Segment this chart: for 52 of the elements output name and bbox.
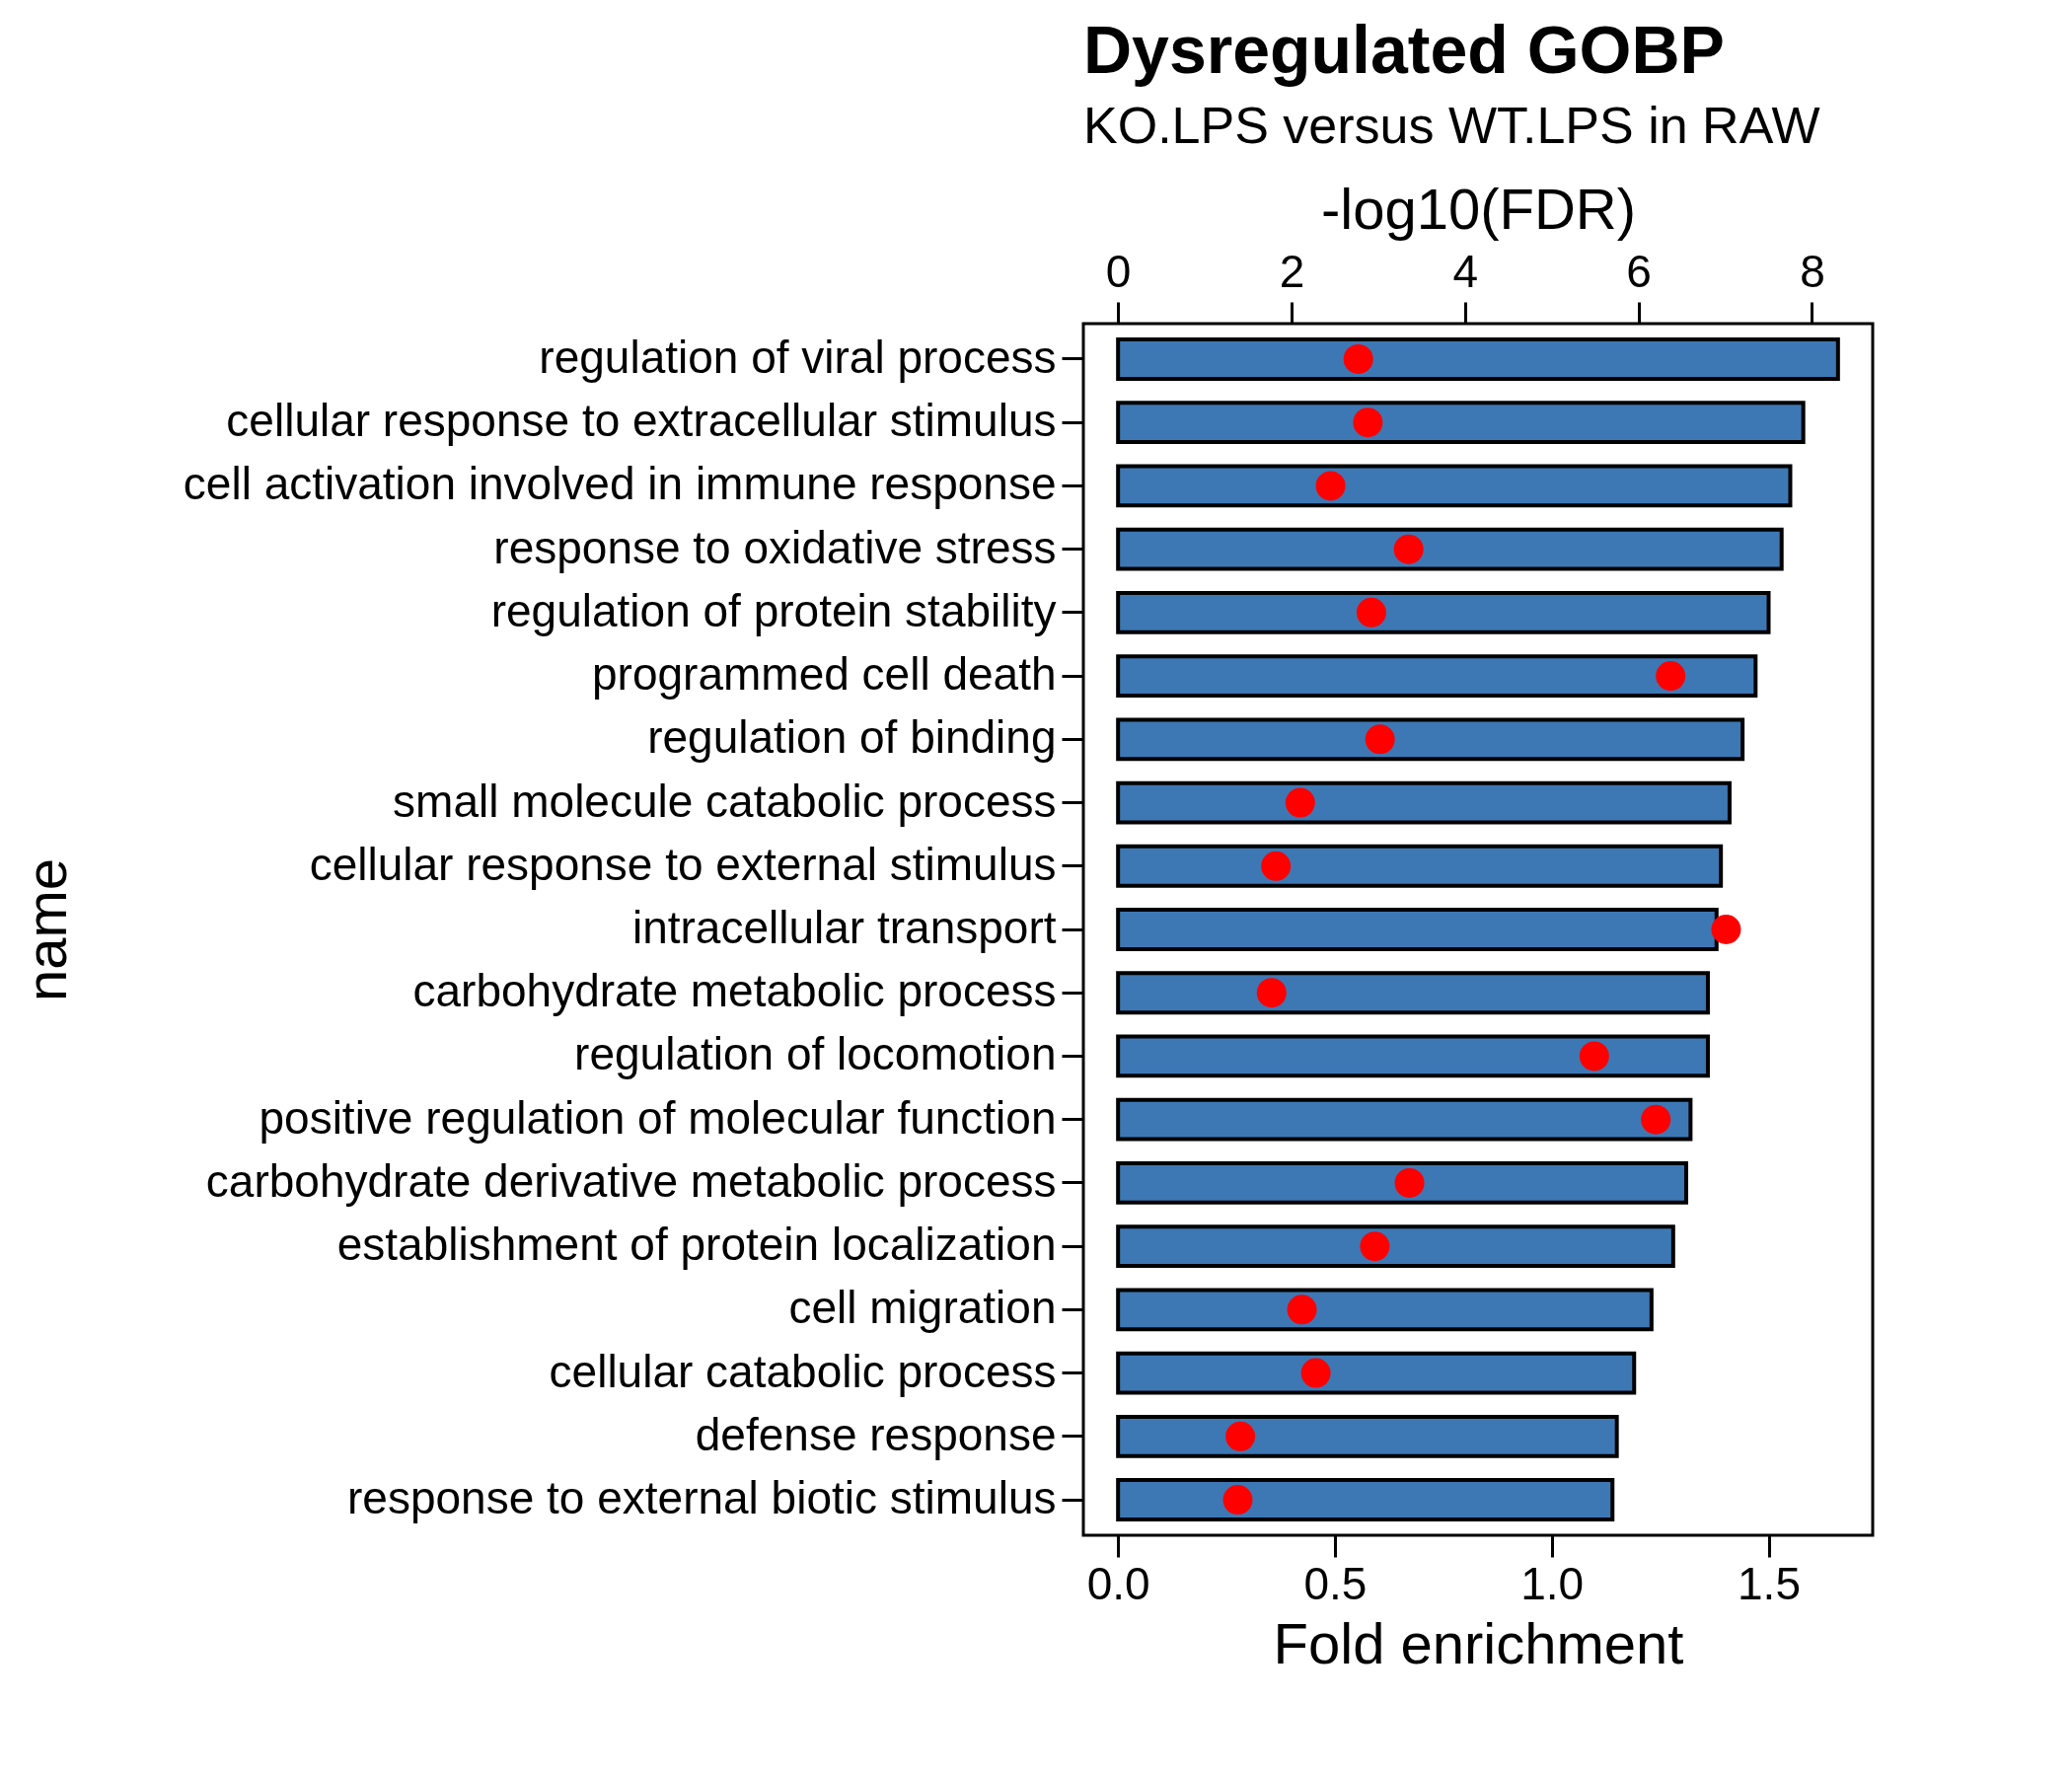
y-tick-label: cell activation involved in immune response (183, 458, 1057, 510)
point (1360, 1231, 1390, 1262)
point (1300, 1358, 1331, 1388)
point (1285, 787, 1315, 818)
point (1641, 1104, 1671, 1135)
y-tick-label: regulation of locomotion (574, 1028, 1057, 1080)
y-tick-label: carbohydrate derivative metabolic process (205, 1154, 1057, 1207)
point (1315, 471, 1346, 501)
y-tick-label: positive regulation of molecular function (259, 1091, 1057, 1144)
point (1656, 661, 1686, 692)
point (1256, 978, 1287, 1008)
x2-tick-label: 6 (1626, 245, 1652, 297)
y-tick-label: cellular response to extracellular stimulus (226, 395, 1057, 447)
x-tick-label: 1.0 (1520, 1557, 1585, 1609)
y-tick-label: cellular catabolic process (549, 1345, 1057, 1397)
y-tick-label: cell migration (788, 1282, 1057, 1334)
x-tick-label: 0.5 (1303, 1557, 1368, 1609)
x2-tick-label: 2 (1279, 245, 1305, 297)
x2-axis-title: -log10(FDR) (1320, 176, 1637, 241)
point (1365, 724, 1395, 755)
point (1393, 534, 1424, 564)
point (1579, 1041, 1609, 1072)
y-tick-label: intracellular transport (631, 902, 1057, 953)
y-tick-label: defense response (695, 1408, 1057, 1460)
x-tick-label: 0.0 (1086, 1557, 1150, 1609)
y-tick-label: response to oxidative stress (493, 521, 1057, 573)
y-tick-label: carbohydrate metabolic process (412, 965, 1057, 1017)
y-tick-label: small molecule catabolic process (393, 775, 1057, 827)
point (1261, 851, 1292, 881)
x2-tick-label: 8 (1800, 245, 1825, 297)
point (1394, 1167, 1425, 1198)
point (1222, 1485, 1253, 1515)
point (1711, 915, 1741, 944)
y-tick-label: regulation of binding (647, 711, 1057, 764)
x-axis-title: Fold enrichment (1273, 1610, 1684, 1675)
x2-tick-label: 4 (1452, 245, 1479, 297)
point (1356, 597, 1386, 628)
chart-subtitle: KO.LPS versus WT.LPS in RAW (1083, 97, 1820, 154)
point (1225, 1421, 1256, 1451)
y-tick-label: programmed cell death (592, 648, 1057, 701)
point (1353, 407, 1383, 438)
y-tick-label: regulation of viral process (539, 331, 1057, 383)
y-tick-label: response to external biotic stimulus (347, 1472, 1057, 1524)
x-tick-label: 1.5 (1738, 1557, 1801, 1609)
x2-tick-label: 0 (1105, 245, 1132, 297)
point (1343, 344, 1373, 374)
point (1287, 1295, 1317, 1325)
y-tick-label: establishment of protein localization (336, 1219, 1057, 1271)
y-axis-title: name (14, 857, 79, 1002)
y-tick-label: cellular response to external stimulus (309, 838, 1057, 890)
chart-title: Dysregulated GOBP (1083, 12, 1725, 87)
y-tick-label: regulation of protein stability (490, 584, 1057, 636)
